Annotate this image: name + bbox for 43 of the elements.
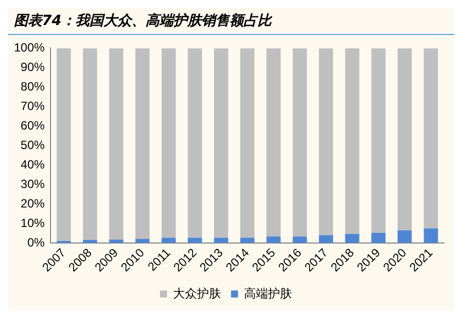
bar xyxy=(345,234,360,243)
bar xyxy=(398,230,412,243)
bar xyxy=(240,238,254,243)
bar xyxy=(214,238,228,243)
bar xyxy=(56,48,71,241)
y-tick-label: 50% xyxy=(20,138,46,152)
bar xyxy=(109,240,124,243)
bar xyxy=(371,232,386,243)
y-tick-label: 90% xyxy=(20,60,46,74)
bar xyxy=(371,48,386,233)
bar xyxy=(424,48,438,228)
bar xyxy=(188,48,202,238)
bar xyxy=(292,236,307,243)
bar xyxy=(214,48,228,238)
chart-title: 图表74：我国大众、高端护肤销售额占比 xyxy=(8,8,454,35)
bar xyxy=(109,48,124,240)
bar xyxy=(82,48,98,240)
bar xyxy=(266,48,281,237)
bar xyxy=(162,238,176,243)
y-tick-label: 80% xyxy=(20,79,46,94)
y-tick-label: 100% xyxy=(14,40,46,55)
legend-label: 高端护肤 xyxy=(244,286,292,300)
bar xyxy=(266,236,281,243)
y-tick-label: 10% xyxy=(20,216,46,230)
bar xyxy=(398,48,412,230)
bar xyxy=(318,235,334,243)
y-tick-label: 70% xyxy=(20,98,46,113)
y-tick-label: 60% xyxy=(20,118,46,132)
bar xyxy=(240,48,254,238)
y-tick-label: 0% xyxy=(27,235,46,250)
bar xyxy=(345,48,360,234)
bar xyxy=(135,238,150,243)
bar xyxy=(292,48,307,237)
y-tick-label: 30% xyxy=(20,176,46,191)
bar xyxy=(82,240,98,243)
bar xyxy=(424,228,438,243)
y-tick-label: 20% xyxy=(20,196,46,210)
legend-label: 大众护肤 xyxy=(173,286,221,300)
bar xyxy=(162,48,176,238)
y-tick-label: 40% xyxy=(20,157,46,172)
bar xyxy=(135,48,150,239)
bar xyxy=(318,48,334,236)
bar xyxy=(188,238,202,243)
